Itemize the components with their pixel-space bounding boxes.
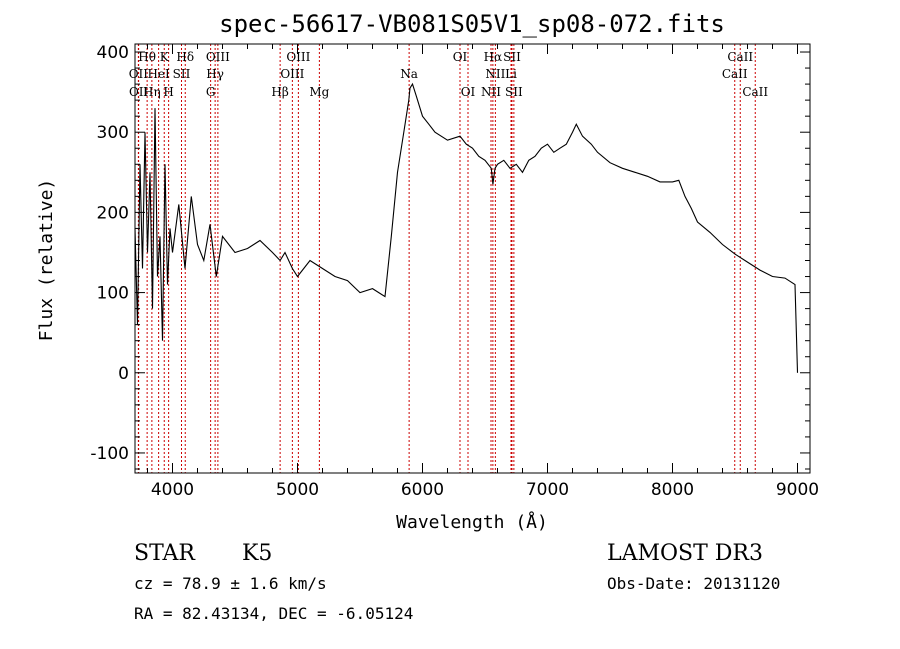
spectral-line-label: CaII [722,67,748,81]
x-axis-label: Wavelength (Å) [396,511,548,533]
spectral-line-label: Hβ [271,85,288,99]
spectral-line-label: Li [505,67,517,81]
spectral-line-label: Mg [309,85,329,99]
survey-name: LAMOST DR3 [607,541,763,566]
y-tick-label: 400 [97,43,129,63]
y-tick-label: 0 [118,364,129,384]
spectral-line-label: H [163,85,173,99]
spectral-line-label: G [206,85,216,99]
object-subclass: K5 [242,541,272,566]
redshift-velocity: cz = 78.9 ± 1.6 km/s [134,574,327,593]
spectral-line-label: SII [173,67,191,81]
spectral-line-label: Hγ [206,67,224,81]
spectral-line-label: Hα [484,50,503,64]
spectral-line-label: OIII [280,67,304,81]
y-tick-label: 200 [97,203,129,223]
spectral-line-label: CaII [727,50,753,64]
object-class: STAR [134,541,196,566]
spectral-line-label: OI [461,85,476,99]
spectral-line-label: OII [129,67,149,81]
spectrum-line [134,82,799,373]
axis-ticks: 4000 5000 6000 7000 8000 9000 -100 0 100 200 300 40… [90,43,819,500]
y-tick-label: -100 [90,444,129,464]
x-tick-label: 6000 [401,480,444,500]
x-tick-label: 9000 [776,480,819,500]
spectral-line-label: OI [453,50,468,64]
spectral-line-label: OII [129,85,149,99]
x-tick-label: 5000 [276,480,319,500]
spectral-line-label: Hη [143,85,161,99]
x-tick-label: 4000 [151,480,194,500]
spectral-line-labels: Hθ OII OII K HeI Hη H Hδ SII OIII Hγ G OIII OIII Hβ Mg N… [129,50,769,99]
spectral-line-label: SII [503,50,521,64]
spectral-line-label: NII [485,67,505,81]
spectral-line-label: K [160,50,170,64]
spectral-line-label: Hθ [138,50,156,64]
observation-date: Obs-Date: 20131120 [607,574,780,593]
spectral-line-markers [137,44,756,473]
x-tick-label: 8000 [651,480,694,500]
spectral-line-label: Hδ [176,50,194,64]
plot-frame [134,43,811,474]
spectral-line-label: OIII [286,50,310,64]
spectral-line-label: CaII [742,85,768,99]
spectral-line-label: OIII [206,50,230,64]
y-tick-label: 300 [97,123,129,143]
y-tick-label: 100 [97,284,129,304]
y-axis-label: Flux (relative) [36,179,57,342]
ra-dec: RA = 82.43134, DEC = -6.05124 [134,604,413,623]
spectral-line-label: HeI [147,67,170,81]
x-tick-label: 7000 [526,480,569,500]
chart-title: spec-56617-VB081S05V1_sp08-072.fits [219,10,725,38]
spectral-line-label: NII [481,85,501,99]
spectral-line-label: SII [505,85,523,99]
spectral-line-label: Na [400,67,418,81]
